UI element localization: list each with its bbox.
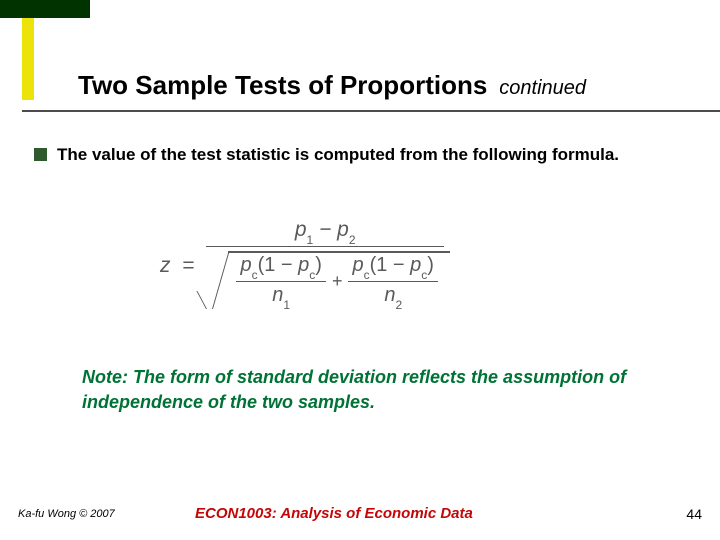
accent-bar — [22, 18, 34, 100]
slide-title: Two Sample Tests of Proportions — [78, 70, 487, 100]
sqrt-wrap: pc(1 − pc) n1 + pc(1 − pc) — [206, 251, 444, 309]
note-text: Note: The form of standard deviation ref… — [82, 365, 660, 415]
t2-n-sub: 2 — [395, 298, 402, 312]
t1-pc-b-sub: c — [309, 268, 315, 282]
footer-course: ECON1003: Analysis of Economic Data — [195, 505, 473, 522]
bullet-item: The value of the test statistic is compu… — [34, 144, 680, 166]
footer-author: Ka-fu Wong © 2007 — [18, 508, 115, 520]
t2-pc-b-sub: c — [421, 268, 427, 282]
plus-sign: + — [332, 271, 343, 292]
bullet-text: The value of the test statistic is compu… — [57, 144, 619, 166]
t2-open: (1 − — [370, 254, 411, 276]
t1-pc-a-sub: c — [252, 268, 258, 282]
term1-frac: pc(1 − pc) n1 — [236, 254, 326, 309]
t1-close: ) — [315, 254, 322, 276]
slide-number: 44 — [686, 506, 702, 522]
formula-lhs: z — [160, 254, 171, 277]
t1-open: (1 − — [258, 254, 299, 276]
denominator: pc(1 − pc) n1 + pc(1 − pc) — [206, 247, 444, 315]
t1-pc-a: p — [240, 254, 251, 276]
t1-n: n — [272, 284, 283, 306]
title-underline — [22, 110, 720, 112]
t2-pc-b: p — [410, 254, 421, 276]
term2-den: n2 — [348, 282, 438, 309]
sqrt-bar: pc(1 − pc) n1 + pc(1 − pc) — [232, 251, 444, 309]
p2-sub: 2 — [349, 233, 356, 247]
p2-var: p — [337, 218, 349, 241]
t1-pc-b: p — [298, 254, 309, 276]
t2-n: n — [384, 284, 395, 306]
t2-pc-a-sub: c — [364, 268, 370, 282]
title-block: Two Sample Tests of Proportions continue… — [78, 70, 698, 101]
sqrt-icon — [206, 251, 232, 309]
t1-n-sub: 1 — [283, 298, 290, 312]
equals-sign: = — [182, 254, 194, 277]
bullet-marker — [34, 148, 47, 161]
p1-sub: 1 — [307, 233, 314, 247]
radicand: pc(1 − pc) n1 + pc(1 − pc) — [232, 251, 444, 307]
corner-decoration — [0, 0, 90, 18]
t2-close: ) — [427, 254, 434, 276]
t2-pc-a: p — [352, 254, 363, 276]
numerator: p1 − p2 — [206, 218, 444, 247]
term1-den: n1 — [236, 282, 326, 309]
slide-subtitle: continued — [499, 77, 586, 99]
term1-num: pc(1 − pc) — [236, 254, 326, 282]
minus: − — [313, 218, 337, 241]
main-fraction: p1 − p2 pc(1 − pc) n1 + — [206, 218, 444, 315]
p1-var: p — [295, 218, 307, 241]
term2-frac: pc(1 − pc) n2 — [348, 254, 438, 309]
term2-num: pc(1 − pc) — [348, 254, 438, 282]
formula-block: z = p1 − p2 pc(1 − pc) n1 — [160, 218, 444, 315]
